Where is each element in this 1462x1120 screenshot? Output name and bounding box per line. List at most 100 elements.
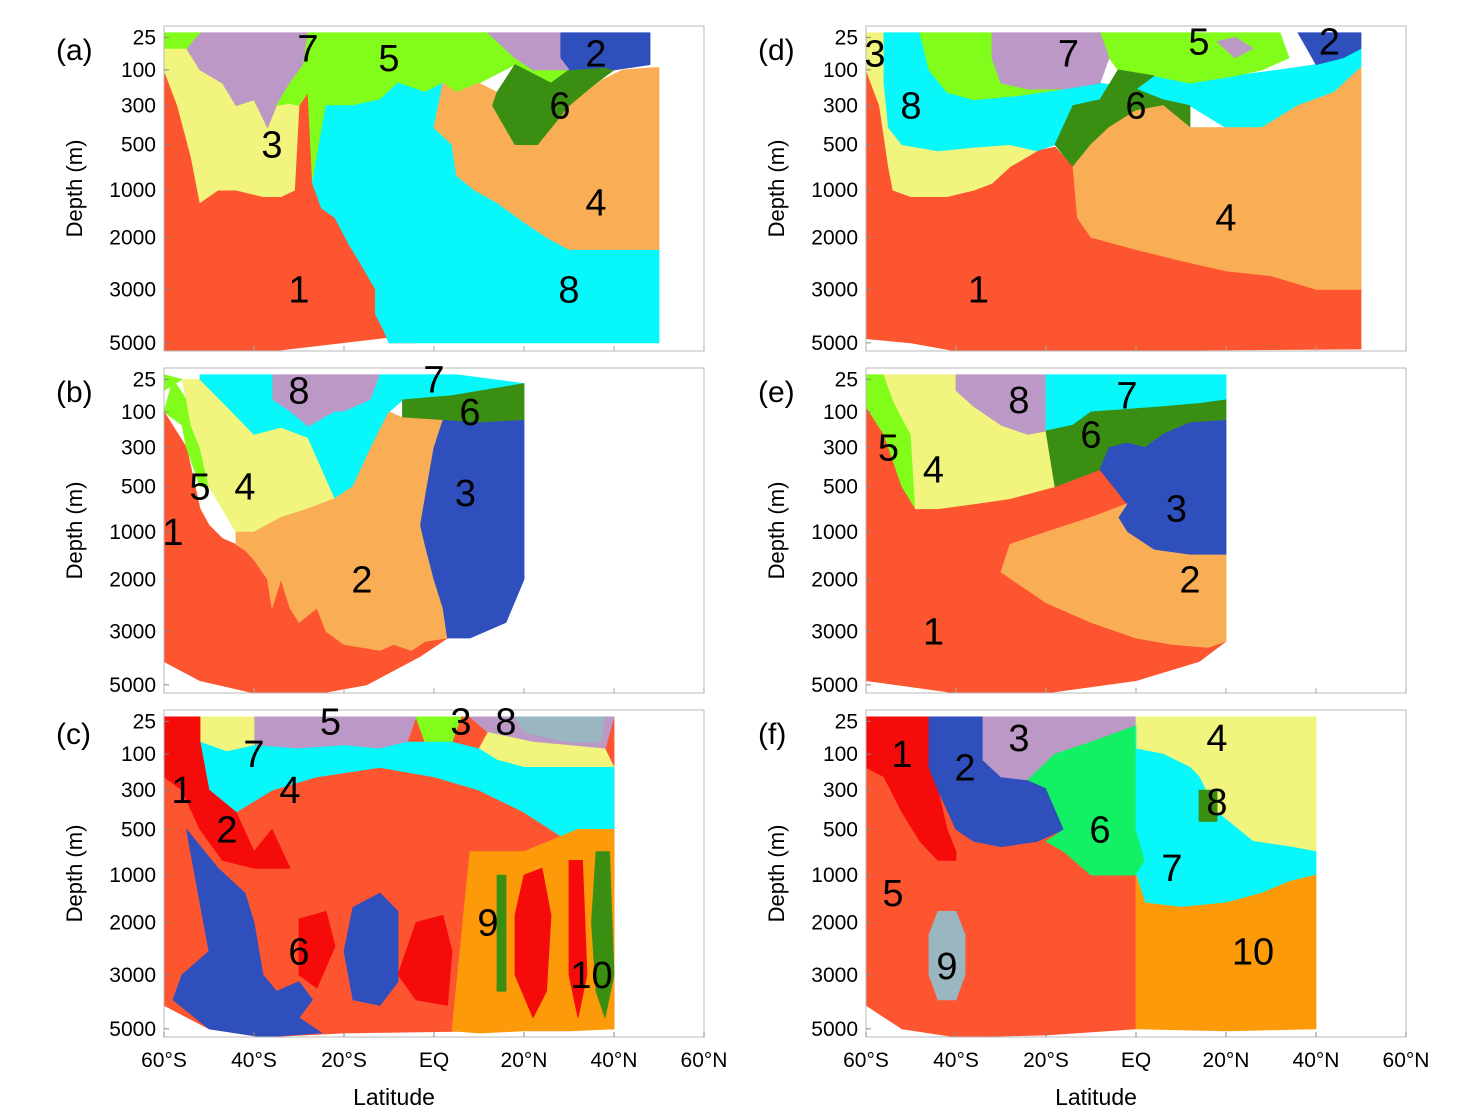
- y-tick-label: 3000: [811, 964, 858, 987]
- region-label: 7: [1161, 848, 1182, 890]
- y-tick-label: 100: [823, 743, 858, 766]
- y-tick-label: 500: [823, 476, 858, 499]
- x-tick-label: 60°S: [843, 1049, 889, 1072]
- cluster-region: [164, 32, 201, 49]
- cluster-region: [514, 716, 606, 743]
- y-tick-label: 2000: [109, 912, 156, 935]
- y-tick-label: 2000: [811, 226, 858, 249]
- region-label: 6: [1080, 414, 1101, 456]
- y-tick-label: 3000: [811, 278, 858, 301]
- region-label: 6: [1125, 86, 1146, 128]
- x-axis-label: Latitude: [353, 1084, 435, 1110]
- cluster-region: [487, 32, 570, 71]
- region-label: 3: [1008, 718, 1029, 760]
- region-label: 8: [558, 269, 579, 311]
- x-tick-label: 20°S: [1023, 1049, 1069, 1072]
- x-tick-label: 60°N: [681, 1049, 728, 1072]
- cluster-region: [397, 914, 453, 1006]
- y-tick-label: 1000: [811, 179, 858, 202]
- y-tick-label: 5000: [109, 1018, 156, 1041]
- region-label: 7: [423, 359, 444, 401]
- region-label: 4: [279, 770, 300, 812]
- region-label: 4: [234, 467, 255, 509]
- y-tick-label: 25: [835, 26, 858, 49]
- region-label: 3: [864, 34, 885, 76]
- x-tick-label: EQ: [419, 1049, 449, 1072]
- y-tick-label: 1000: [109, 179, 156, 202]
- y-axis-label: Depth (m): [764, 482, 789, 580]
- region-label: 6: [1089, 809, 1110, 851]
- y-tick-label: 2000: [109, 226, 156, 249]
- region-label: 5: [320, 701, 341, 743]
- region-label: 1: [923, 611, 944, 653]
- panel-d-regions: [866, 32, 1362, 351]
- y-tick-label: 25: [133, 710, 156, 733]
- cluster-region: [343, 892, 399, 1006]
- cluster-region: [1297, 32, 1362, 65]
- region-label: 5: [882, 873, 903, 915]
- region-label: 7: [243, 734, 264, 776]
- y-tick-label: 3000: [109, 964, 156, 987]
- cluster-region: [1000, 503, 1227, 648]
- panel-a-regions: [164, 32, 660, 351]
- cluster-region: [199, 741, 615, 842]
- cluster-region: [1135, 874, 1317, 1032]
- cluster-region: [172, 829, 322, 1037]
- y-tick-label: 2000: [811, 912, 858, 935]
- y-tick-label: 3000: [109, 278, 156, 301]
- region-label: 4: [1206, 718, 1227, 760]
- cluster-region: [1216, 37, 1254, 59]
- panel-label: (a): [56, 34, 93, 67]
- y-tick-label: 300: [121, 779, 156, 802]
- region-label: 1: [171, 770, 192, 812]
- region-label: 1: [162, 512, 183, 554]
- region-label: 7: [297, 28, 318, 70]
- y-tick-label: 5000: [109, 674, 156, 697]
- y-tick-label: 500: [121, 818, 156, 841]
- region-label: 3: [1166, 489, 1187, 531]
- y-axis-label: Depth (m): [62, 140, 87, 238]
- y-tick-label: 1000: [109, 864, 156, 887]
- y-tick-label: 5000: [811, 332, 858, 355]
- cluster-region: [1198, 789, 1218, 822]
- cluster-region: [591, 851, 615, 1019]
- x-tick-label: 20°N: [501, 1049, 548, 1072]
- region-label: 2: [585, 34, 606, 76]
- region-label: 4: [585, 183, 606, 225]
- y-tick-label: 100: [823, 59, 858, 82]
- cluster-region: [298, 911, 336, 989]
- panel-c: 25 100 300 500 1000 2000 3000 5000 Depth (m) (c) 5…: [56, 701, 727, 1110]
- cluster-region: [420, 419, 525, 639]
- region-label: 3: [261, 125, 282, 167]
- region-label: 7: [1058, 34, 1079, 76]
- cluster-region: [1072, 67, 1362, 290]
- region-label: 9: [936, 946, 957, 988]
- y-tick-label: 5000: [109, 332, 156, 355]
- y-axis-label: Depth (m): [764, 140, 789, 238]
- region-label: 8: [288, 370, 309, 412]
- y-tick-label: 3000: [811, 620, 858, 643]
- region-label: 2: [1319, 22, 1340, 64]
- region-label: 6: [288, 931, 309, 973]
- panel-c-regions: [164, 716, 615, 1037]
- y-tick-label: 1000: [811, 521, 858, 544]
- y-tick-label: 1000: [811, 864, 858, 887]
- cluster-region: [164, 716, 291, 869]
- y-tick-label: 500: [121, 134, 156, 157]
- region-label: 2: [351, 559, 372, 601]
- region-label: 1: [891, 734, 912, 776]
- x-tick-label: 20°N: [1203, 1049, 1250, 1072]
- x-tick-label: 40°N: [591, 1049, 638, 1072]
- region-label: 5: [1188, 22, 1209, 64]
- region-label: 8: [495, 701, 516, 743]
- y-tick-label: 2000: [811, 568, 858, 591]
- cluster-region: [496, 874, 507, 992]
- region-label: 2: [954, 747, 975, 789]
- x-tick-label: 60°S: [141, 1049, 187, 1072]
- y-tick-label: 100: [121, 59, 156, 82]
- x-tick-label: EQ: [1121, 1049, 1151, 1072]
